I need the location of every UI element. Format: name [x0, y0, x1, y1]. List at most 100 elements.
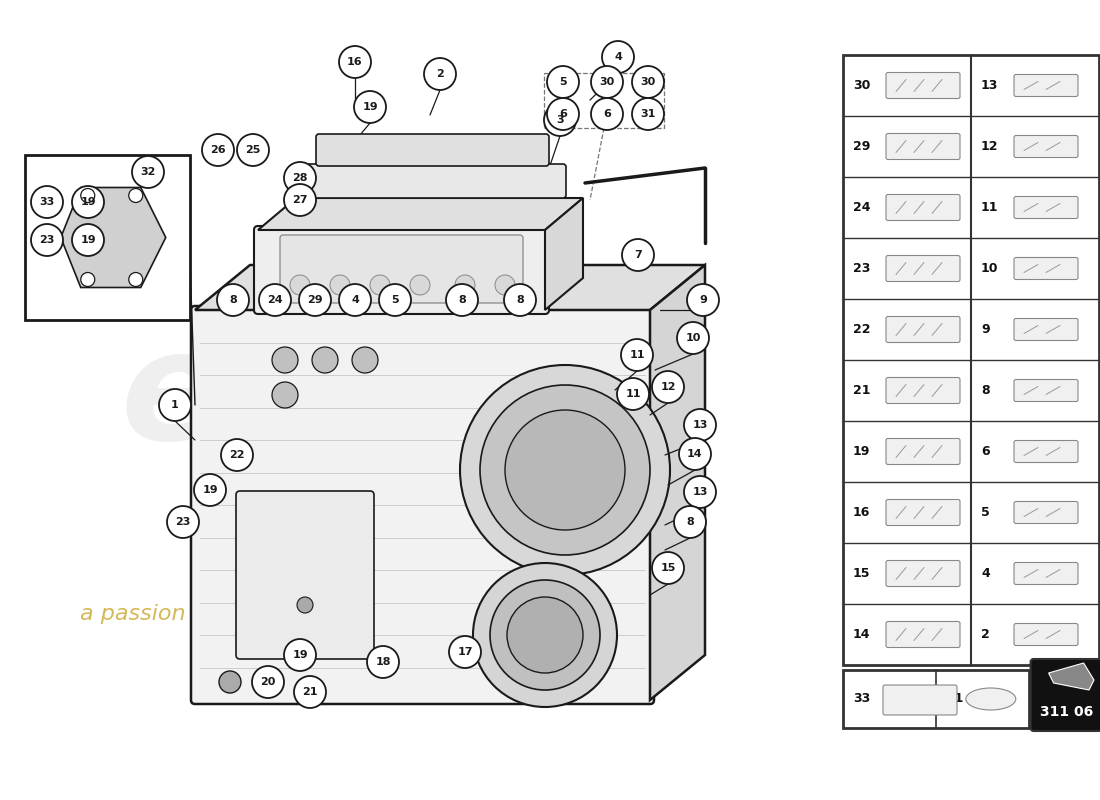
- Circle shape: [160, 389, 191, 421]
- Circle shape: [72, 186, 104, 218]
- Circle shape: [284, 184, 316, 216]
- Circle shape: [617, 378, 649, 410]
- Text: 11: 11: [625, 389, 640, 399]
- Circle shape: [652, 552, 684, 584]
- Circle shape: [258, 284, 292, 316]
- Circle shape: [591, 98, 623, 130]
- Circle shape: [495, 275, 515, 295]
- Text: 13: 13: [692, 420, 707, 430]
- Bar: [843, 55, 1099, 665]
- Text: 6: 6: [559, 109, 566, 119]
- Text: op: op: [320, 403, 535, 552]
- Text: 4: 4: [981, 567, 990, 580]
- Text: 3: 3: [557, 115, 564, 125]
- Text: 24: 24: [852, 201, 870, 214]
- FancyBboxPatch shape: [883, 685, 957, 715]
- FancyBboxPatch shape: [1014, 441, 1078, 462]
- Circle shape: [339, 284, 371, 316]
- Circle shape: [330, 275, 350, 295]
- Text: 11: 11: [629, 350, 645, 360]
- Text: 23: 23: [40, 235, 55, 245]
- Circle shape: [80, 273, 95, 286]
- Circle shape: [674, 506, 706, 538]
- Text: 8: 8: [458, 295, 466, 305]
- Circle shape: [236, 134, 270, 166]
- Text: 12: 12: [981, 140, 999, 153]
- Circle shape: [284, 639, 316, 671]
- Circle shape: [688, 284, 719, 316]
- Text: 23: 23: [852, 262, 870, 275]
- Circle shape: [312, 347, 338, 373]
- Circle shape: [252, 666, 284, 698]
- FancyBboxPatch shape: [1014, 197, 1078, 218]
- FancyBboxPatch shape: [1014, 74, 1078, 97]
- Text: 29: 29: [307, 295, 322, 305]
- FancyBboxPatch shape: [1014, 318, 1078, 341]
- Text: 19: 19: [362, 102, 377, 112]
- Text: 8: 8: [229, 295, 236, 305]
- Circle shape: [684, 476, 716, 508]
- Polygon shape: [195, 265, 705, 310]
- Circle shape: [547, 66, 579, 98]
- FancyBboxPatch shape: [886, 499, 960, 526]
- Text: 33: 33: [40, 197, 55, 207]
- Text: 31: 31: [640, 109, 656, 119]
- Text: 11: 11: [981, 201, 999, 214]
- FancyBboxPatch shape: [1014, 258, 1078, 279]
- Circle shape: [284, 162, 316, 194]
- Circle shape: [80, 189, 95, 202]
- Circle shape: [676, 322, 710, 354]
- Text: 2: 2: [981, 628, 990, 641]
- Text: 29: 29: [852, 140, 870, 153]
- Text: 15: 15: [660, 563, 675, 573]
- Text: 26: 26: [210, 145, 225, 155]
- Text: 19: 19: [293, 650, 308, 660]
- Circle shape: [354, 91, 386, 123]
- Text: 28: 28: [293, 173, 308, 183]
- Text: 5: 5: [981, 506, 990, 519]
- FancyBboxPatch shape: [1014, 135, 1078, 158]
- FancyBboxPatch shape: [1014, 623, 1078, 646]
- Text: 13: 13: [981, 79, 999, 92]
- Circle shape: [544, 104, 576, 136]
- Text: 8: 8: [516, 295, 524, 305]
- Circle shape: [72, 224, 104, 256]
- Circle shape: [379, 284, 411, 316]
- FancyBboxPatch shape: [886, 134, 960, 159]
- Circle shape: [167, 506, 199, 538]
- FancyBboxPatch shape: [886, 194, 960, 221]
- Circle shape: [602, 41, 634, 73]
- Circle shape: [410, 275, 430, 295]
- Text: 5: 5: [392, 295, 399, 305]
- Text: 22: 22: [229, 450, 244, 460]
- Text: 32: 32: [141, 167, 156, 177]
- Circle shape: [221, 439, 253, 471]
- Text: 4: 4: [614, 52, 622, 62]
- FancyBboxPatch shape: [886, 378, 960, 403]
- Circle shape: [132, 156, 164, 188]
- Text: 6: 6: [981, 445, 990, 458]
- Text: 16: 16: [852, 506, 870, 519]
- Circle shape: [480, 385, 650, 555]
- FancyBboxPatch shape: [1014, 379, 1078, 402]
- Text: 20: 20: [261, 677, 276, 687]
- Text: 9: 9: [700, 295, 707, 305]
- Polygon shape: [1048, 663, 1094, 690]
- Circle shape: [31, 186, 63, 218]
- Circle shape: [591, 66, 623, 98]
- Circle shape: [455, 275, 475, 295]
- Text: 23: 23: [175, 517, 190, 527]
- Text: 31: 31: [946, 693, 964, 706]
- Polygon shape: [650, 265, 705, 700]
- Circle shape: [507, 597, 583, 673]
- Circle shape: [294, 676, 326, 708]
- Circle shape: [339, 46, 371, 78]
- Text: 8: 8: [981, 384, 990, 397]
- Text: 4: 4: [351, 295, 359, 305]
- Circle shape: [272, 347, 298, 373]
- Circle shape: [473, 563, 617, 707]
- Circle shape: [290, 275, 310, 295]
- FancyBboxPatch shape: [1014, 502, 1078, 523]
- Text: 21: 21: [302, 687, 318, 697]
- FancyBboxPatch shape: [1031, 659, 1100, 731]
